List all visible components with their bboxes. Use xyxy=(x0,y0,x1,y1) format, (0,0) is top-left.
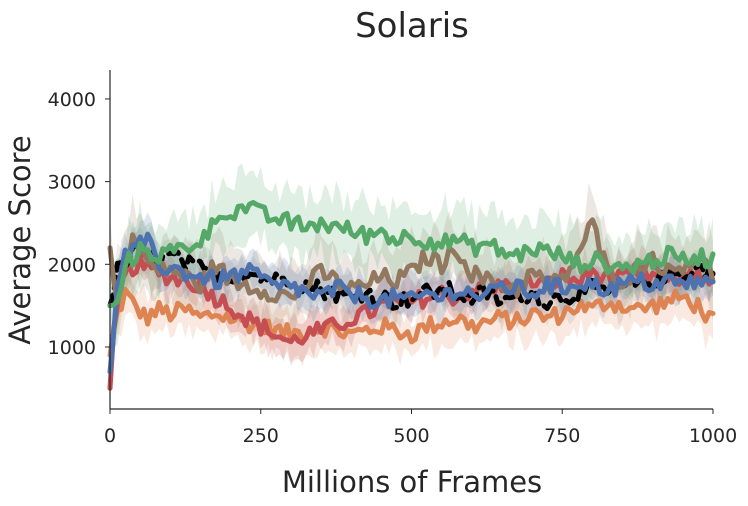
y-axis-label: Average Score xyxy=(3,135,37,345)
x-tick-label: 250 xyxy=(243,425,279,447)
series-4-line xyxy=(107,231,716,375)
x-tick-label: 0 xyxy=(104,425,116,447)
x-tick-label: 750 xyxy=(544,425,580,447)
x-tick-label: 1000 xyxy=(689,425,737,447)
y-ticks: 1000 2000 3000 4000 xyxy=(48,89,110,359)
x-tick-label: 500 xyxy=(393,425,429,447)
x-axis-label: Millions of Frames xyxy=(282,465,542,499)
series-0-band xyxy=(110,263,713,373)
x-ticks: 0 250 500 750 1000 xyxy=(104,409,737,447)
series-0-line xyxy=(107,287,716,358)
series-1-band xyxy=(110,240,713,409)
series-5-band xyxy=(110,163,713,348)
y-tick-label: 2000 xyxy=(48,254,96,276)
y-tick-label: 1000 xyxy=(48,337,96,359)
series-5-line xyxy=(107,200,716,309)
chart-title: Solaris xyxy=(355,6,469,46)
series-lines xyxy=(107,200,716,391)
series-3-line xyxy=(107,217,716,306)
y-tick-label: 3000 xyxy=(48,172,96,194)
y-tick-label: 4000 xyxy=(48,89,96,111)
series-2-band xyxy=(110,227,713,328)
